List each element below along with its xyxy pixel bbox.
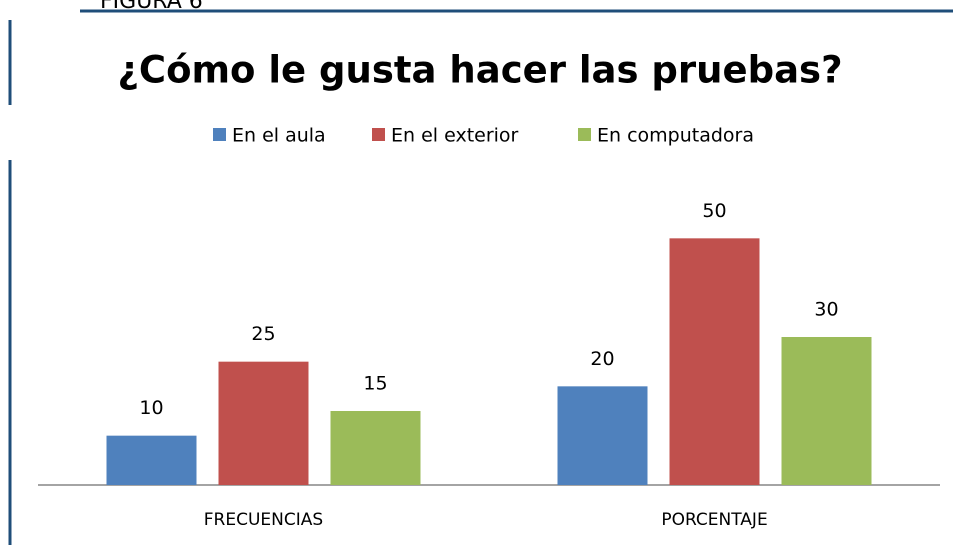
bar [557, 386, 648, 485]
legend-label: En el aula [232, 125, 326, 147]
data-label: 20 [590, 348, 614, 370]
x-tick-label: PORCENTAJE [661, 510, 767, 530]
chart-title: ¿Cómo le gusta hacer las pruebas? [117, 49, 842, 92]
data-label: 50 [702, 200, 726, 222]
bar [330, 411, 421, 485]
bar [106, 435, 197, 485]
data-label: 15 [363, 373, 387, 395]
legend-swatch [213, 128, 226, 141]
data-label: 10 [139, 397, 163, 419]
legend-swatch [372, 128, 385, 141]
data-label: 25 [251, 323, 275, 345]
bar [781, 337, 872, 485]
legend-swatch [578, 128, 591, 141]
legend-label: En el exterior [391, 125, 519, 147]
bar [669, 238, 760, 485]
data-label: 30 [814, 299, 838, 321]
bar [218, 361, 309, 485]
legend-label: En computadora [597, 125, 754, 147]
x-tick-label: FRECUENCIAS [204, 510, 323, 530]
